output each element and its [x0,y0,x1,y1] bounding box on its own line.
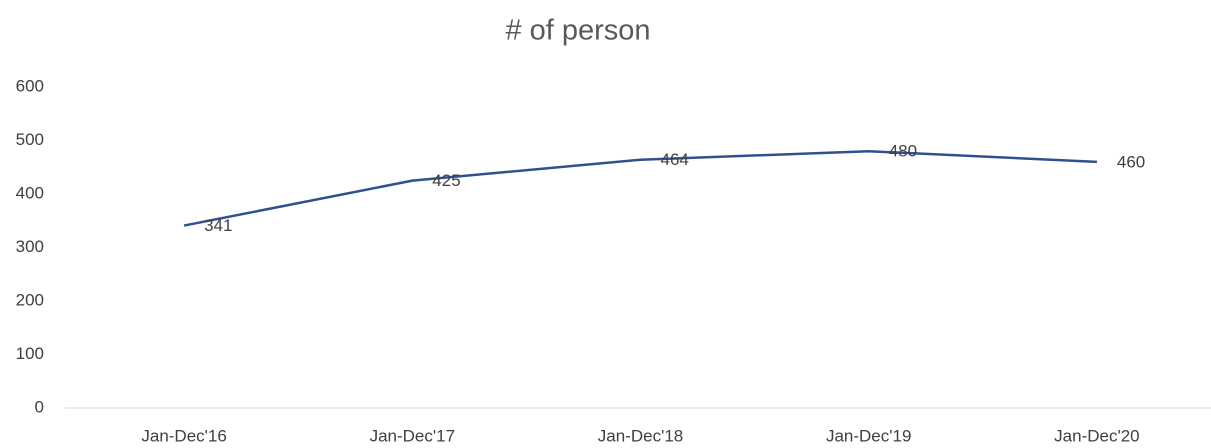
x-tick-label: Jan-Dec'20 [1054,426,1139,445]
x-tick-label: Jan-Dec'18 [598,426,683,445]
data-label: 464 [661,150,689,169]
data-line [183,149,1097,227]
y-tick-label: 600 [16,76,44,95]
x-tick-label: Jan-Dec'17 [370,426,455,445]
data-label: 480 [889,142,917,161]
y-tick-label: 200 [16,290,44,309]
data-label: 341 [204,216,232,235]
data-label: 460 [1117,152,1145,171]
x-tick-label: Jan-Dec'16 [141,426,226,445]
y-tick-label: 500 [16,130,44,149]
data-label: 425 [432,171,460,190]
x-tick-label: Jan-Dec'19 [826,426,911,445]
y-tick-label: 400 [16,183,44,202]
y-tick-label: 300 [16,237,44,256]
y-tick-label: 0 [35,397,44,416]
chart-title: # of person [505,15,650,47]
y-tick-label: 100 [16,344,44,363]
